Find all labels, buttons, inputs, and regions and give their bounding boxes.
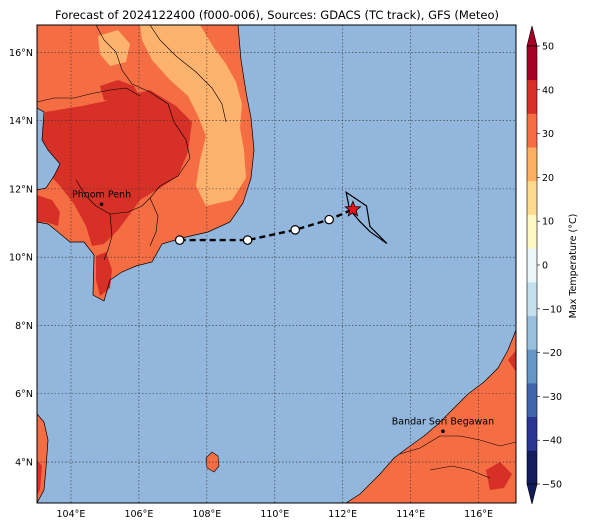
tc-track-point	[174, 235, 185, 245]
colorbar-segment	[527, 382, 537, 418]
lat-tick-label: 8°N	[15, 321, 33, 332]
lon-tick-label: 104°E	[57, 509, 86, 520]
lat-tick-label: 14°N	[9, 116, 33, 127]
longitude-ticks: 104°E 106°E 108°E 110°E 112°E 114°E 116°E	[57, 509, 494, 520]
mild-region-highlands	[140, 25, 246, 206]
lat-tick-label: 12°N	[9, 184, 33, 195]
city-marker	[441, 429, 445, 434]
tc-track-point	[242, 235, 253, 245]
colorbar-segment	[527, 416, 537, 451]
colorbar-segment	[527, 281, 537, 316]
colorbar-tick-label: −20	[542, 348, 562, 359]
malay-peninsula-hot	[37, 460, 42, 495]
borneo-north-hot	[508, 350, 516, 372]
colorbar-label: Max Temperature (°C)	[568, 214, 579, 319]
land-layer	[37, 25, 516, 503]
map-frame	[36, 24, 517, 504]
mild-region-east	[210, 122, 240, 148]
colorbar: 50 40 30 20 10 0 −10 −20 −30 −40 −50	[526, 25, 562, 505]
colorbar-segment	[527, 46, 537, 81]
mild-region-laos	[98, 30, 130, 66]
colorbar-extend-max	[526, 25, 538, 47]
borneo-land	[346, 330, 516, 503]
tc-track-point	[324, 214, 334, 225]
map-area: Phnom Penh Bandar Seri Begawan	[36, 24, 517, 504]
tc-current-position-star	[344, 200, 362, 217]
colorbar-segment	[527, 180, 537, 215]
city-label: Bandar Seri Begawan	[392, 416, 494, 427]
lat-tick-label: 10°N	[9, 253, 33, 264]
hot-region-north	[100, 80, 140, 104]
colorbar-tick-label: −10	[542, 304, 562, 315]
hot-region-south	[96, 252, 112, 296]
country-borders	[37, 25, 516, 479]
colorbar-tick-label: 20	[542, 173, 554, 184]
colorbar-segment	[527, 248, 537, 283]
colorbar-segment	[527, 450, 537, 485]
colorbar-tick-label: 40	[542, 85, 554, 96]
colorbar-tick-label: −40	[542, 436, 562, 447]
colorbar-tick-label: 10	[542, 217, 554, 228]
colorbar-segment	[527, 113, 537, 148]
map-title: Forecast of 2024122400 (f000-006), Sourc…	[55, 8, 499, 22]
lon-tick-label: 110°E	[260, 509, 289, 520]
lon-tick-label: 106°E	[124, 509, 153, 520]
tc-track-point	[290, 225, 300, 235]
lon-tick-label: 114°E	[396, 509, 425, 520]
lat-tick-label: 6°N	[15, 389, 33, 400]
lon-tick-label: 112°E	[328, 509, 357, 520]
lat-tick-label: 16°N	[9, 48, 33, 59]
tc-track-line	[179, 208, 354, 242]
lat-tick-label: 4°N	[15, 458, 33, 469]
colorbar-segment	[527, 79, 537, 114]
lon-tick-label: 108°E	[192, 509, 221, 520]
lon-tick-label: 116°E	[464, 509, 493, 520]
colorbar-segment	[527, 147, 537, 182]
tc-track	[174, 190, 388, 245]
colorbar-segment	[527, 214, 537, 249]
borneo-hot	[486, 462, 512, 490]
colorbar-extend-min	[526, 483, 538, 505]
colorbar-segment	[527, 349, 537, 384]
city-marker	[99, 202, 104, 207]
latitude-ticks: 4°N 6°N 8°N 10°N 12°N 14°N 16°N	[9, 48, 33, 469]
colorbar-tick-label: −50	[542, 480, 562, 491]
colorbar-tick-label: 30	[542, 129, 554, 140]
gridlines	[37, 25, 516, 503]
coastlines	[37, 25, 516, 503]
colorbar-segment	[527, 315, 537, 350]
colorbar-tick-label: 0	[542, 261, 548, 272]
colorbar-tick-label: −30	[542, 392, 562, 403]
hot-region-west	[37, 195, 60, 226]
hot-region-interior	[40, 90, 192, 246]
colorbar-tick-label: 50	[542, 42, 554, 53]
city-label: Phnom Penh	[72, 189, 131, 200]
cities-layer: Phnom Penh Bandar Seri Begawan	[72, 189, 494, 434]
